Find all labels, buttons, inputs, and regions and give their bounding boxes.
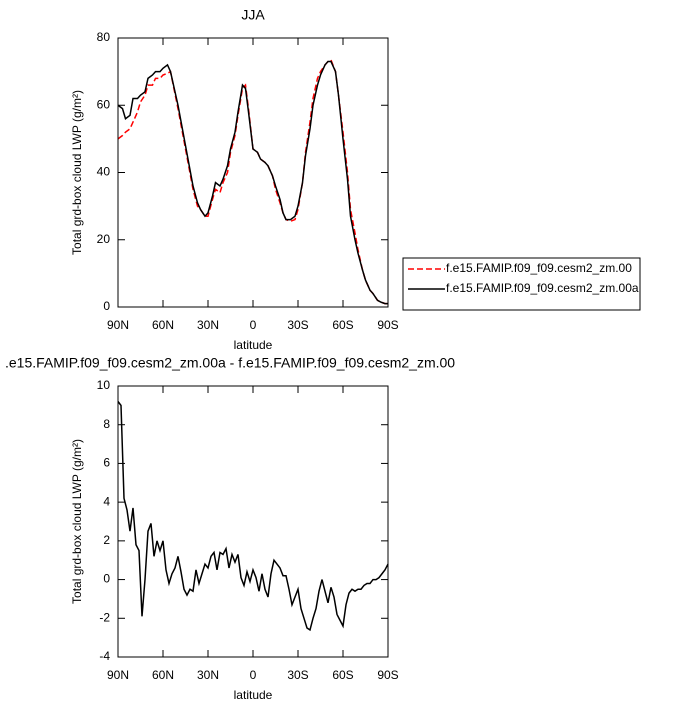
data-line [117, 60, 388, 305]
legend-label: f.e15.FAMIP.f09_f09.cesm2_zm.00 [446, 261, 632, 275]
x-tick-label: 60S [332, 318, 353, 332]
y-tick-label: -4 [99, 649, 110, 663]
plot-frame [117, 385, 389, 658]
y-tick-label: 0 [103, 572, 110, 586]
chart-title: .e15.FAMIP.f09_f09.cesm2_zm.00a - f.e15.… [5, 355, 455, 371]
x-tick-label: 60N [152, 668, 174, 682]
legend-label: f.e15.FAMIP.f09_f09.cesm2_zm.00a [446, 281, 639, 295]
plot-frame [117, 37, 389, 308]
y-tick-label: 0 [103, 299, 110, 313]
y-axis-label: Total grd-box cloud LWP (g/m²) [70, 439, 84, 604]
data-line [117, 401, 389, 632]
y-tick-label: 80 [97, 30, 111, 44]
y-axis-label: Total grd-box cloud LWP (g/m²) [70, 90, 84, 255]
y-tick-label: 2 [103, 533, 110, 547]
y-tick-label: -2 [99, 610, 110, 624]
x-axis-label: latitude [234, 688, 273, 702]
y-tick-label: 6 [103, 456, 110, 470]
x-tick-label: 60S [332, 668, 353, 682]
x-tick-label: 30N [197, 668, 219, 682]
legend-box [402, 257, 641, 311]
x-tick-label: 0 [250, 668, 257, 682]
y-tick-label: 40 [97, 165, 111, 179]
x-tick-label: 30N [197, 318, 219, 332]
y-tick-label: 4 [103, 494, 110, 508]
x-tick-label: 90N [107, 668, 129, 682]
y-tick-label: 8 [103, 417, 110, 431]
y-tick-label: 20 [97, 232, 111, 246]
x-tick-label: 90N [107, 318, 129, 332]
x-axis-label: latitude [234, 338, 273, 352]
x-tick-label: 30S [287, 318, 308, 332]
x-tick-label: 60N [152, 318, 174, 332]
x-tick-label: 30S [287, 668, 308, 682]
x-tick-label: 0 [250, 318, 257, 332]
y-tick-label: 60 [97, 97, 111, 111]
chart-title: JJA [241, 7, 265, 23]
x-tick-label: 90S [377, 668, 398, 682]
x-tick-label: 90S [377, 318, 398, 332]
y-tick-label: 10 [97, 378, 111, 392]
